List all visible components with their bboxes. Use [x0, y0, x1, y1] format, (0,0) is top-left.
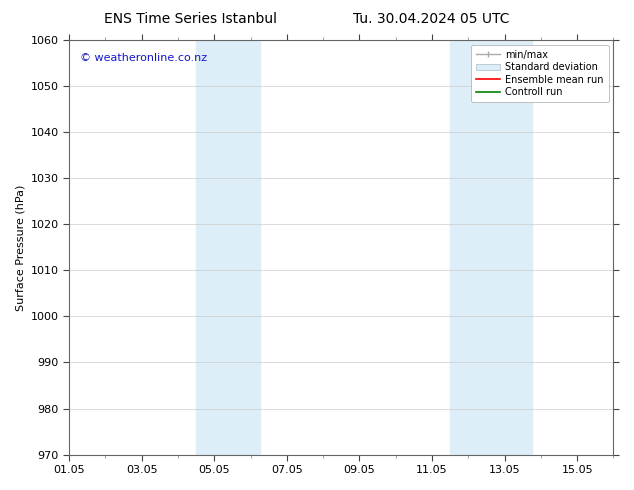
Bar	[450, 40, 532, 455]
Text: Tu. 30.04.2024 05 UTC: Tu. 30.04.2024 05 UTC	[353, 12, 509, 26]
Text: ENS Time Series Istanbul: ENS Time Series Istanbul	[104, 12, 276, 26]
Legend: min/max, Standard deviation, Ensemble mean run, Controll run: min/max, Standard deviation, Ensemble me…	[471, 45, 609, 102]
Y-axis label: Surface Pressure (hPa): Surface Pressure (hPa)	[15, 184, 25, 311]
Bar	[196, 40, 259, 455]
Text: © weatheronline.co.nz: © weatheronline.co.nz	[80, 52, 207, 63]
